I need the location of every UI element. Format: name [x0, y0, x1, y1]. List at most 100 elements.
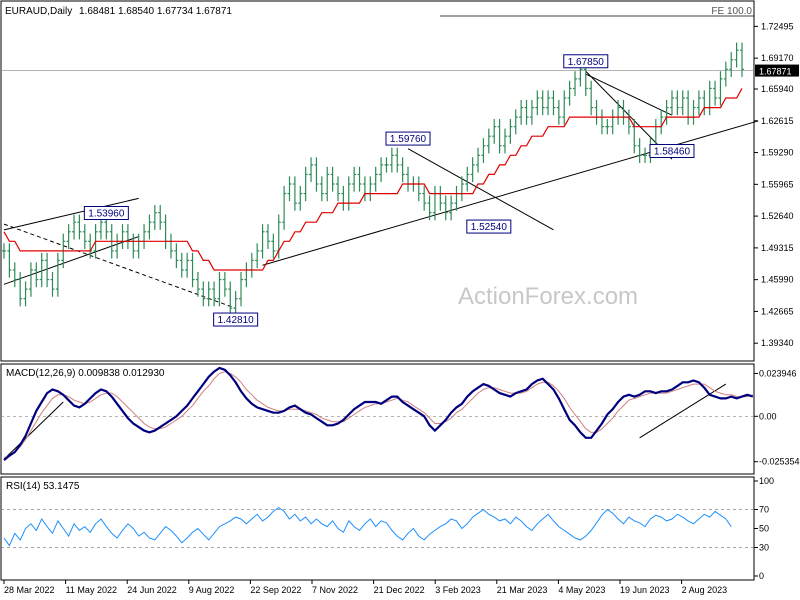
price-bar	[718, 71, 723, 106]
annotation-label: 1.58460	[654, 146, 691, 157]
price-bar	[7, 243, 12, 278]
date-axis-label: 19 Jun 2023	[620, 585, 670, 595]
price-bar	[282, 185, 287, 230]
price-bar	[610, 109, 615, 135]
price-bar	[438, 185, 443, 211]
price-bar	[195, 271, 200, 297]
price-axis-label: 1.59290	[761, 148, 794, 158]
price-bar	[142, 224, 147, 249]
annotation-box	[83, 205, 129, 220]
price-bar	[734, 42, 739, 68]
macd-signal-line	[3, 371, 753, 458]
price-bar	[23, 281, 28, 307]
date-axis-label: 28 Mar 2022	[4, 585, 55, 595]
price-bar	[50, 271, 55, 297]
date-axis-label: 24 Jun 2022	[127, 585, 177, 595]
macd-layer	[1, 366, 754, 462]
price-bar	[88, 233, 93, 259]
price-bar	[707, 80, 712, 116]
price-bar	[470, 157, 475, 183]
price-bar	[265, 224, 270, 249]
rsi-axis-label: 50	[759, 524, 769, 534]
price-bar	[201, 281, 206, 307]
price-annotation: 1.58460	[649, 143, 695, 158]
price-bar	[82, 224, 87, 249]
price-bar	[427, 195, 432, 221]
price-bar	[535, 90, 540, 116]
price-bar	[368, 176, 373, 202]
price-bar	[443, 195, 448, 221]
macd-panel	[0, 363, 755, 475]
price-bar	[675, 90, 680, 116]
price-bar	[573, 71, 578, 97]
price-bar	[255, 243, 260, 269]
macd-axis-label: 0.023946	[759, 368, 797, 378]
price-axis-label: 1.45990	[761, 275, 794, 285]
price-bar	[389, 147, 394, 173]
price-bar	[34, 262, 39, 288]
price-bar	[702, 90, 707, 116]
price-bar	[605, 119, 610, 135]
price-bar	[325, 166, 330, 202]
price-bar	[459, 176, 464, 202]
price-bar	[481, 138, 486, 163]
price-bar	[502, 128, 507, 154]
price-axis-label: 1.62615	[761, 116, 794, 126]
price-bar	[723, 61, 728, 87]
date-axis-label: 9 Aug 2022	[189, 585, 235, 595]
price-bar	[303, 166, 308, 202]
annotation-label: 1.53960	[88, 208, 125, 219]
chart-symbol: EURAUD,Daily 1.68481 1.68540 1.67734 1.6…	[5, 6, 232, 17]
price-layer: 1.53960 1.42810 1.59760 1.52540 1.67850 1.584…	[1, 42, 759, 327]
price-axis-label: 1.55965	[761, 179, 794, 189]
price-bar	[18, 271, 23, 307]
price-bar	[395, 147, 400, 173]
price-bar	[616, 99, 621, 125]
price-axis-label: 1.49315	[761, 243, 794, 253]
price-bar	[384, 157, 389, 173]
price-bar	[643, 147, 648, 163]
price-bar	[55, 252, 60, 297]
date-axis-label: 7 Nov 2022	[312, 585, 358, 595]
annotation-label: 1.59760	[390, 134, 427, 145]
price-bar	[680, 90, 685, 116]
price-bar	[696, 90, 701, 116]
moving-average-line	[3, 88, 743, 271]
rsi-axis-label: 0	[759, 571, 764, 581]
price-bar	[28, 262, 33, 297]
rsi-layer	[1, 506, 754, 548]
price-bar	[406, 166, 411, 192]
price-bar	[551, 90, 556, 116]
price-bar	[546, 90, 551, 116]
price-bar	[335, 176, 340, 202]
annotation-label: 1.67850	[568, 57, 605, 68]
price-bar	[556, 99, 561, 125]
price-bar	[319, 176, 324, 202]
price-bar	[179, 252, 184, 278]
price-bar	[492, 119, 497, 144]
price-bar	[298, 185, 303, 211]
rsi-panel	[0, 476, 755, 581]
price-bar	[309, 157, 314, 183]
price-bar	[217, 271, 222, 307]
price-bar	[362, 176, 367, 202]
price-bar	[152, 205, 157, 230]
price-bar	[158, 205, 163, 230]
rsi-axis-label: 70	[759, 505, 769, 515]
price-bar	[594, 99, 599, 125]
price-bar	[540, 90, 545, 116]
macd-axis-label: 0.00	[759, 411, 777, 421]
price-bar	[567, 80, 572, 106]
price-annotation: 1.67850	[563, 54, 609, 69]
annotation-box	[466, 219, 512, 234]
annotation-box	[649, 143, 695, 158]
current-price-badge	[755, 64, 799, 77]
price-bar	[314, 157, 319, 192]
price-bar	[621, 99, 626, 125]
price-bar	[346, 176, 351, 211]
price-bar	[222, 271, 227, 297]
price-bar	[589, 80, 594, 116]
price-bar	[659, 109, 664, 135]
price-bar	[212, 281, 217, 307]
